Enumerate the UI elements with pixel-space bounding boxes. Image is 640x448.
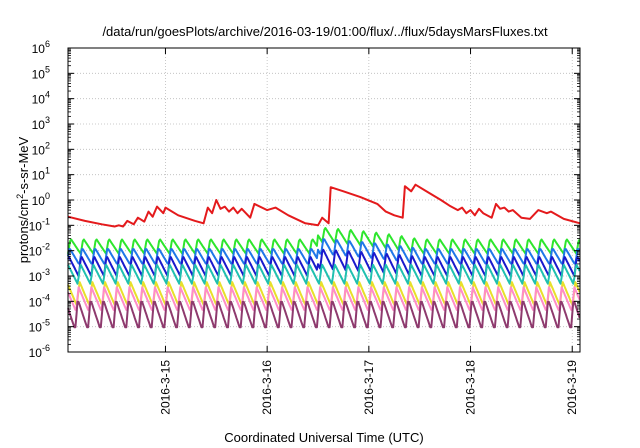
x-tick-label: 2016-3-17 <box>362 360 376 415</box>
axes: 10-6 10-5 10-4 10-3 10-2 10-1 100 101 102 103 104 1… <box>29 39 580 415</box>
y-tick-label: 10-5 <box>29 318 50 335</box>
y-tick-label: 104 <box>32 90 50 107</box>
y-tick-label: 102 <box>32 140 50 157</box>
y-axis-label: protons/cm2-s-sr-MeV <box>15 136 31 263</box>
y-tick-label: 10-2 <box>29 242 50 259</box>
y-tick-label: 10-4 <box>29 292 50 309</box>
series-line-1 <box>67 227 581 255</box>
series-line-2 <box>67 238 581 265</box>
y-tick-label: 106 <box>32 39 50 56</box>
x-tick-label: 2016-3-19 <box>565 360 579 415</box>
x-tick-label: 2016-3-18 <box>464 360 478 415</box>
y-tick-label: 10-1 <box>29 216 50 233</box>
x-tick-label: 2016-3-15 <box>158 360 172 415</box>
x-axis-label: Coordinated Universal Time (UTC) <box>224 430 423 445</box>
y-tick-label: 10-6 <box>29 343 50 360</box>
x-tick-label: 2016-3-16 <box>260 360 274 415</box>
y-tick-label: 10-3 <box>29 267 50 284</box>
chart-title: /data/run/goesPlots/archive/2016-03-19/0… <box>102 24 548 39</box>
series-line-0 <box>67 183 581 228</box>
series-line-3 <box>67 248 581 277</box>
y-axis-label-units: -s-sr-MeV <box>16 136 31 193</box>
y-tick-label: 105 <box>32 64 50 81</box>
y-tick-label: 103 <box>32 115 50 132</box>
series-line-7 <box>67 300 581 329</box>
grid <box>68 48 580 352</box>
y-tick-label: 101 <box>32 166 50 183</box>
series-layer <box>67 183 581 329</box>
series-line-4 <box>67 263 581 285</box>
y-tick-label: 100 <box>32 191 50 208</box>
y-axis-label-text: protons/cm <box>16 199 31 263</box>
y-axis-label-superscript: 2 <box>15 194 25 199</box>
